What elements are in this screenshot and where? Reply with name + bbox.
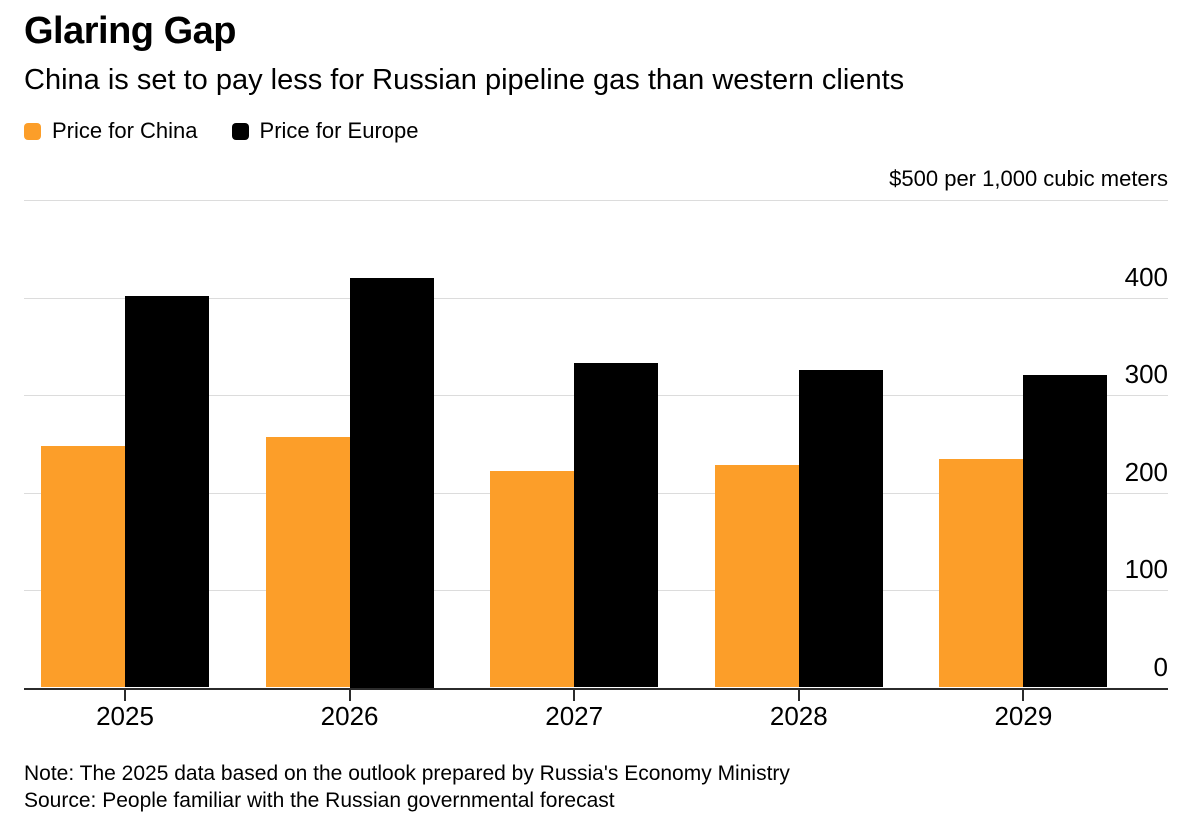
- x-axis-tick-2026: [348, 689, 351, 701]
- gridline-500: [24, 200, 1168, 201]
- china-swatch-icon: [24, 122, 41, 140]
- bar-price-for-europe-2025: [125, 295, 209, 688]
- note-text: Note: The 2025 data based on the outlook…: [24, 762, 790, 785]
- bar-price-for-china-2027: [490, 471, 575, 688]
- legend-label-europe: Price for Europe: [259, 118, 419, 143]
- x-axis-label-2028: 2028: [769, 701, 828, 731]
- footnotes: Note: The 2025 data based on the outlook…: [24, 760, 790, 814]
- legend-item-europe: Price for Europe: [231, 118, 419, 144]
- y-axis-tick-label-0: 0: [1153, 651, 1168, 682]
- x-axis-tick-2028: [797, 689, 800, 701]
- source-text: Source: People familiar with the Russian…: [24, 789, 615, 812]
- x-axis-label-2029: 2029: [994, 701, 1053, 731]
- x-axis-label-2027: 2027: [545, 701, 604, 731]
- bar-price-for-europe-2026: [349, 278, 434, 688]
- x-axis-tick-2027: [573, 689, 576, 701]
- chart-subtitle: China is set to pay less for Russian pip…: [24, 64, 905, 96]
- legend: Price for China Price for Europe: [24, 118, 418, 144]
- plot-area: 0 100 200 300 400: [24, 200, 1168, 701]
- x-axis-line: [24, 687, 1168, 690]
- legend-item-china: Price for China: [24, 118, 198, 144]
- bar-price-for-europe-2027: [574, 362, 659, 688]
- bar-price-for-china-2028: [714, 465, 799, 688]
- bar-price-for-europe-2029: [1023, 374, 1108, 688]
- bar-price-for-china-2029: [939, 459, 1024, 688]
- x-axis-tick-2025: [124, 689, 126, 701]
- bar-price-for-china-2026: [265, 436, 350, 688]
- y-axis-tick-label-200: 200: [1124, 456, 1168, 487]
- x-axis-label-2025: 2025: [96, 701, 154, 731]
- bar-price-for-europe-2028: [798, 369, 883, 688]
- y-axis-tick-label-100: 100: [1124, 554, 1168, 584]
- y-axis-tick-label-400: 400: [1124, 261, 1168, 292]
- x-axis-label-2026: 2026: [320, 701, 379, 731]
- bar-price-for-china-2025: [41, 445, 125, 688]
- europe-swatch-icon: [231, 122, 249, 140]
- x-axis-tick-2029: [1022, 689, 1025, 701]
- y-axis-unit-label: $500 per 1,000 cubic meters: [889, 166, 1168, 191]
- legend-label-china: Price for China: [52, 118, 198, 143]
- gridline-400: [24, 297, 1168, 299]
- y-axis-tick-label-300: 300: [1124, 359, 1168, 389]
- chart-title: Glaring Gap: [24, 10, 236, 52]
